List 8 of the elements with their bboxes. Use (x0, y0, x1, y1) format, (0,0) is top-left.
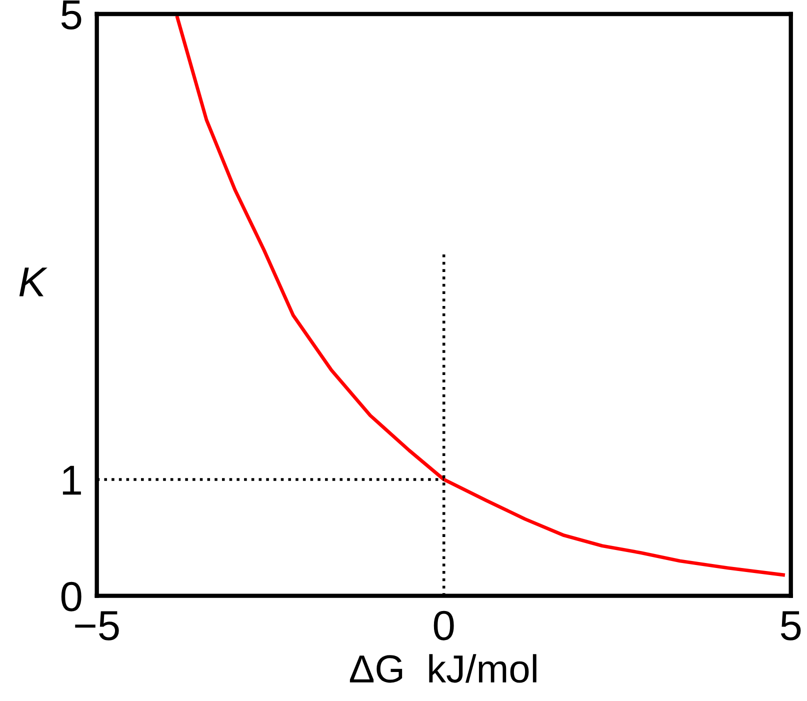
x-tick-label: −5 (75, 611, 119, 640)
y-tick-label: 1 (62, 466, 81, 495)
y-axis-title: K (19, 268, 48, 296)
x-axis-title: ΔG kJ/mol (350, 654, 536, 683)
x-tick-label: 5 (780, 611, 801, 640)
x-tick-label: 0 (434, 610, 454, 640)
y-tick-label: 0 (61, 582, 82, 612)
y-tick-label: 5 (61, 0, 82, 30)
